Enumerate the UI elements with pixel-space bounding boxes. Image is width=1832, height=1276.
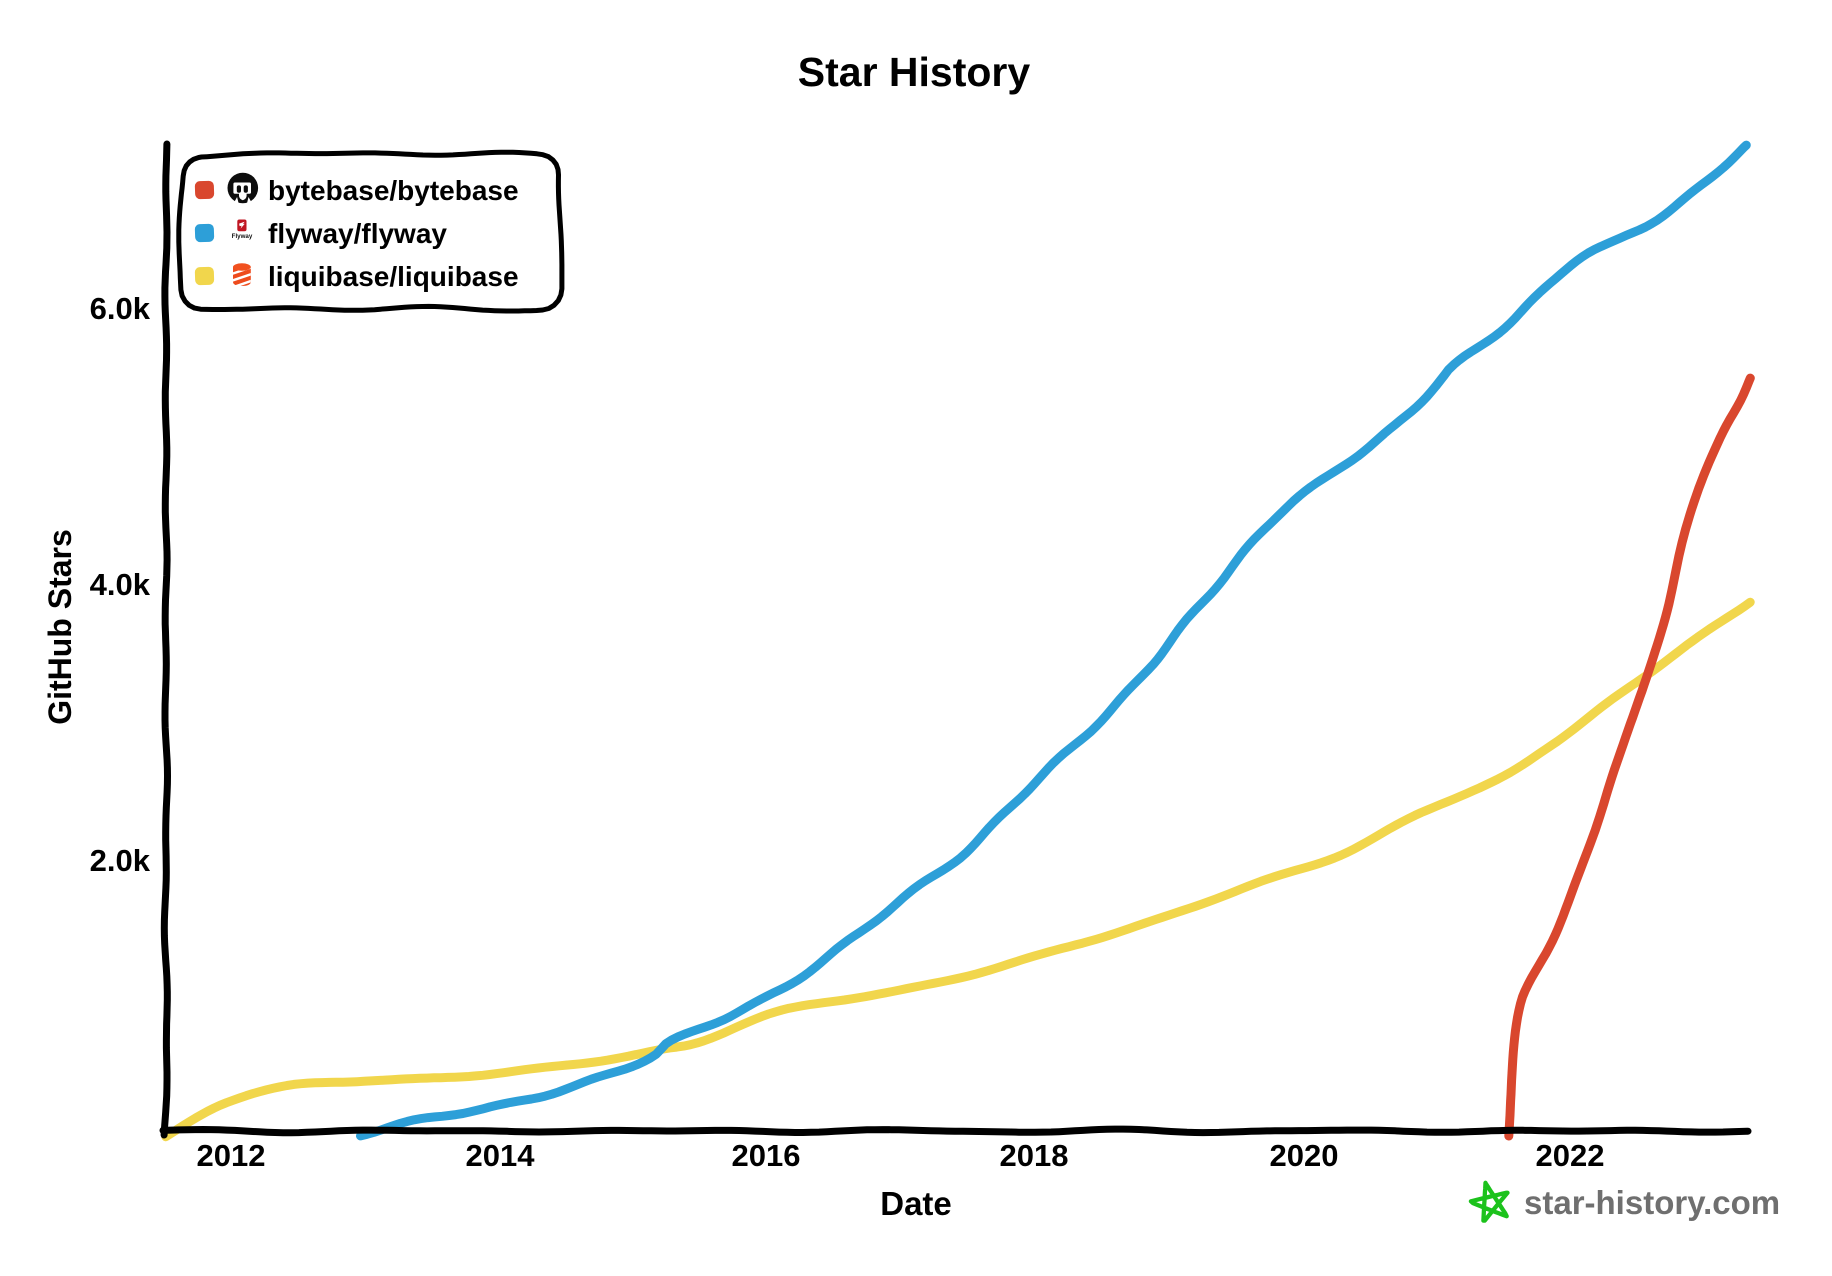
svg-text:GitHub Stars: GitHub Stars — [42, 529, 78, 725]
svg-text:flyway/flyway: flyway/flyway — [268, 218, 447, 249]
svg-text:2014: 2014 — [466, 1138, 536, 1173]
svg-text:2.0k: 2.0k — [90, 843, 151, 878]
svg-text:6.0k: 6.0k — [90, 291, 151, 326]
svg-text:star-history.com: star-history.com — [1524, 1184, 1780, 1221]
svg-text:2022: 2022 — [1536, 1138, 1605, 1173]
svg-text:liquibase/liquibase: liquibase/liquibase — [268, 261, 519, 292]
svg-text:Date: Date — [880, 1185, 952, 1222]
svg-text:Star History: Star History — [798, 49, 1031, 95]
svg-text:Flyway: Flyway — [232, 233, 253, 240]
svg-text:2012: 2012 — [197, 1138, 266, 1173]
svg-text:4.0k: 4.0k — [90, 567, 151, 602]
svg-text:bytebase/bytebase: bytebase/bytebase — [268, 175, 519, 206]
svg-text:2018: 2018 — [1000, 1138, 1069, 1173]
svg-text:2016: 2016 — [732, 1138, 801, 1173]
svg-text:2020: 2020 — [1270, 1138, 1339, 1173]
